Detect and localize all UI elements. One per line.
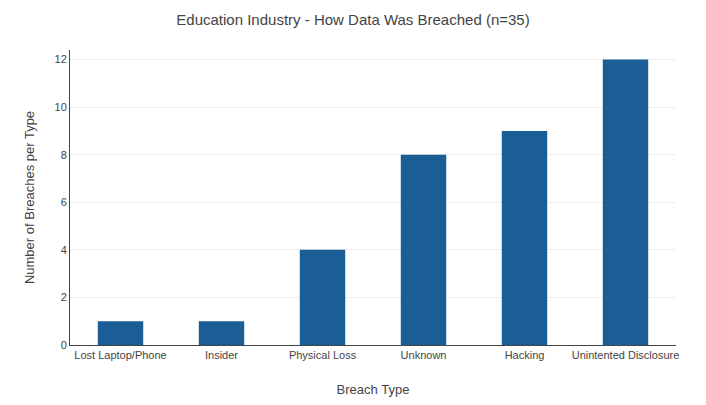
svg-text:Hacking: Hacking bbox=[505, 349, 545, 361]
svg-text:Unintented Disclosure: Unintented Disclosure bbox=[572, 349, 680, 361]
svg-text:Physical Loss: Physical Loss bbox=[289, 349, 357, 361]
svg-text:4: 4 bbox=[61, 244, 67, 256]
svg-text:0: 0 bbox=[61, 339, 67, 351]
svg-text:12: 12 bbox=[55, 53, 67, 65]
svg-text:Unknown: Unknown bbox=[401, 349, 447, 361]
svg-text:Number of Breaches per Type: Number of Breaches per Type bbox=[22, 111, 37, 284]
svg-text:Breach Type: Breach Type bbox=[337, 382, 410, 397]
svg-text:Lost Laptop/Phone: Lost Laptop/Phone bbox=[74, 349, 166, 361]
svg-text:8: 8 bbox=[61, 149, 67, 161]
svg-text:10: 10 bbox=[55, 101, 67, 113]
svg-text:2: 2 bbox=[61, 291, 67, 303]
svg-text:Insider: Insider bbox=[205, 349, 238, 361]
svg-text:6: 6 bbox=[61, 196, 67, 208]
svg-text:Education Industry - How Data: Education Industry - How Data Was Breach… bbox=[176, 11, 529, 28]
